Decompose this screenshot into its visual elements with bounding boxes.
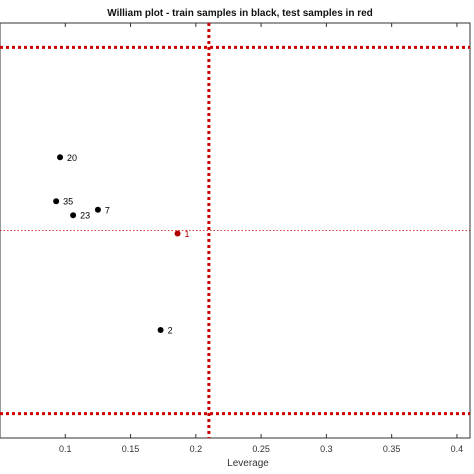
train-sample-label: 2 bbox=[168, 325, 173, 335]
plot-area bbox=[0, 22, 471, 439]
train-sample-point bbox=[70, 212, 77, 219]
train-sample-point bbox=[94, 206, 101, 213]
train-sample-label: 23 bbox=[80, 211, 90, 221]
train-sample-label: 20 bbox=[67, 153, 77, 163]
threshold-lines bbox=[0, 23, 470, 438]
chart-title: William plot - train samples in black, t… bbox=[107, 8, 373, 19]
test-sample-label: 1 bbox=[185, 229, 190, 239]
x-tick-label: 0.3 bbox=[320, 444, 333, 454]
x-axis-ticks: 0.1 0.15 0.2 0.25 0.3 0.35 0.4 bbox=[59, 23, 463, 454]
train-sample-label: 35 bbox=[63, 197, 73, 207]
x-tick-label: 0.15 bbox=[122, 444, 140, 454]
train-sample-label: 7 bbox=[105, 205, 110, 215]
x-tick-label: 0.4 bbox=[451, 444, 464, 454]
plot-frame bbox=[0, 22, 471, 439]
train-sample-point bbox=[57, 154, 64, 161]
data-points: 20 23 7 2 35 1 bbox=[53, 153, 190, 335]
test-sample-point bbox=[174, 230, 181, 237]
x-tick-label: 0.25 bbox=[252, 444, 270, 454]
x-axis-label: Leverage bbox=[227, 458, 269, 469]
x-tick-label: 0.35 bbox=[383, 444, 401, 454]
x-tick-label: 0.1 bbox=[59, 444, 72, 454]
train-sample-point bbox=[53, 198, 60, 205]
train-sample-point bbox=[157, 326, 164, 333]
x-tick-label: 0.2 bbox=[190, 444, 203, 454]
